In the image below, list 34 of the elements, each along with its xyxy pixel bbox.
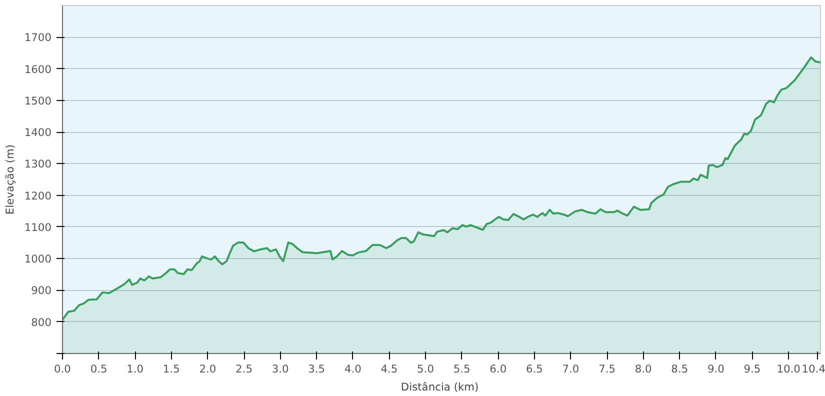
x-tick-label: 10.0 bbox=[776, 362, 801, 376]
x-tick-label: 10.4 bbox=[802, 362, 825, 376]
x-tick-label: 7.5 bbox=[598, 362, 616, 376]
x-tick-label: 5.0 bbox=[417, 362, 434, 376]
y-tick-label: 1500 bbox=[24, 94, 52, 108]
y-tick-label: 1000 bbox=[24, 252, 52, 266]
y-axis-title: Elevação (m) bbox=[3, 144, 16, 215]
x-tick-label: 2.0 bbox=[199, 362, 216, 376]
y-tick-label: 1600 bbox=[24, 62, 52, 76]
y-tick-label: 1400 bbox=[24, 126, 52, 140]
y-tick-label: 1100 bbox=[24, 220, 52, 234]
x-tick-label: 7.0 bbox=[562, 362, 580, 376]
x-tick-label: 4.5 bbox=[380, 362, 398, 376]
y-tick-label: 1300 bbox=[24, 158, 52, 171]
x-axis-title: Distância (km) bbox=[400, 380, 479, 394]
x-tick-label: 8.0 bbox=[634, 362, 652, 376]
x-tick-label: 5.5 bbox=[453, 362, 470, 376]
x-tick-label: 6.5 bbox=[526, 362, 543, 376]
x-tick-label: 1.0 bbox=[126, 362, 144, 376]
x-tick-label: 9.0 bbox=[707, 362, 725, 376]
y-tick-label: 800 bbox=[31, 316, 52, 329]
y-tick-label: 900 bbox=[31, 284, 52, 298]
x-tick-label: 0.5 bbox=[90, 362, 108, 376]
x-tick-label: 0.0 bbox=[54, 362, 72, 376]
x-tick-label: 1.5 bbox=[162, 362, 180, 376]
x-tick-label: 3.0 bbox=[272, 362, 290, 376]
x-tick-label: 2.5 bbox=[236, 362, 252, 376]
x-tick-label: 6.0 bbox=[490, 362, 507, 376]
x-tick-label: 8.5 bbox=[671, 362, 688, 376]
x-tick-label: 4.0 bbox=[344, 362, 362, 376]
y-tick-label: 1200 bbox=[24, 189, 52, 202]
x-tick-label: 3.5 bbox=[308, 362, 326, 376]
x-tick-label: 9.5 bbox=[744, 362, 761, 376]
y-tick-label: 1700 bbox=[24, 31, 52, 44]
